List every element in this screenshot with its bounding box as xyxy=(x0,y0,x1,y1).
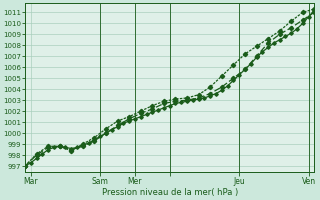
X-axis label: Pression niveau de la mer( hPa ): Pression niveau de la mer( hPa ) xyxy=(101,188,238,197)
